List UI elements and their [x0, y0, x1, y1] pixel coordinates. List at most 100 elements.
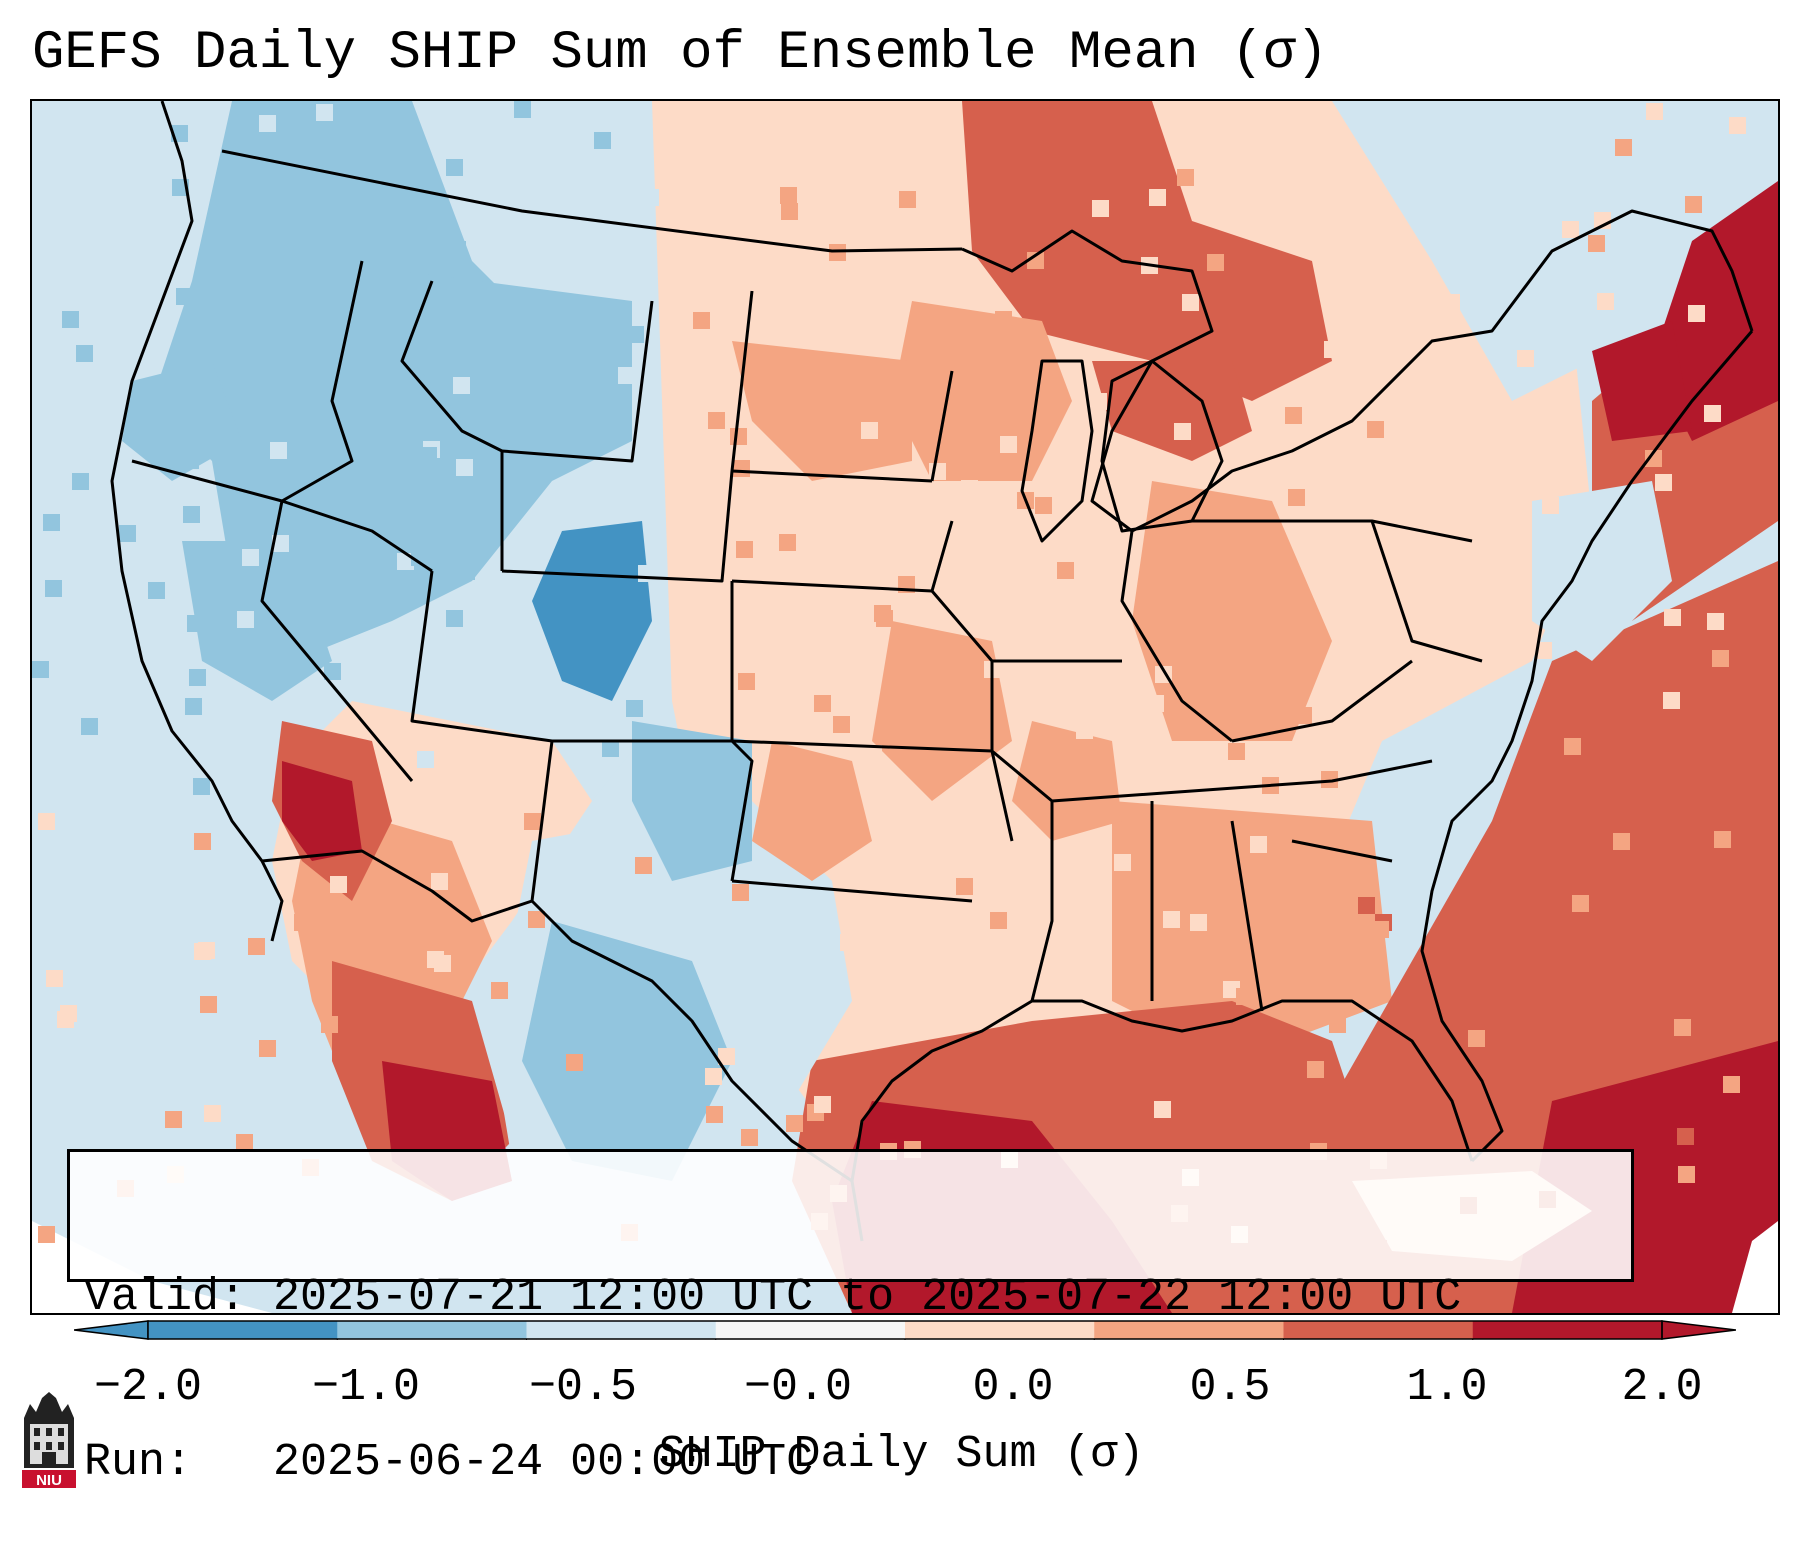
grid-cell — [353, 583, 370, 600]
grid-cell — [81, 718, 98, 735]
map-canvas — [32, 101, 1778, 1313]
grid-cell — [62, 311, 79, 328]
grid-cell — [148, 582, 165, 599]
grid-cell — [449, 241, 466, 258]
grid-cell — [1572, 895, 1589, 912]
grid-cell — [1321, 771, 1338, 788]
grid-cell — [1016, 839, 1033, 856]
valid-time-box: Valid: 2025-07-21 12:00 UTC to 2025-07-2… — [67, 1149, 1634, 1488]
colorbar-tick-label: −0.0 — [743, 1362, 853, 1413]
grid-cell — [975, 851, 992, 868]
grid-cell — [453, 377, 470, 394]
grid-cell — [1564, 738, 1581, 755]
grid-cell — [57, 1011, 74, 1028]
border-line — [530, 740, 554, 902]
grid-cell — [1000, 436, 1017, 453]
grid-cell — [718, 1048, 735, 1065]
grid-cell — [853, 177, 870, 194]
colorbar-extend-low — [74, 1320, 149, 1340]
grid-cell — [119, 525, 136, 542]
grid-cell — [1307, 1061, 1324, 1078]
grid-cell — [491, 982, 508, 999]
grid-cell — [1714, 831, 1731, 848]
grid-cell — [557, 380, 574, 397]
grid-cell — [899, 191, 916, 208]
border-line — [1370, 520, 1483, 663]
border-line — [410, 570, 732, 743]
grid-cell — [524, 813, 541, 830]
colorbar-tick-label: 0.0 — [972, 1362, 1054, 1413]
grid-cell — [501, 506, 518, 523]
colorbar-tick-label: −2.0 — [93, 1362, 203, 1413]
valid-time-text: Valid: 2025-07-21 12:00 UTC to 2025-07-2… — [84, 1272, 1462, 1323]
grid-cell — [217, 650, 234, 667]
grid-cell — [1114, 854, 1131, 871]
grid-cell — [871, 160, 888, 177]
grid-cell — [440, 931, 457, 948]
border-line — [930, 370, 954, 482]
grid-cell — [178, 343, 195, 360]
grid-cell — [1076, 722, 1093, 739]
grid-cell — [822, 390, 839, 407]
grid-cell — [1664, 609, 1681, 626]
grid-cell — [990, 912, 1007, 929]
colorbar-segment — [148, 1321, 338, 1339]
grid-cell — [1646, 103, 1663, 120]
border-line — [1231, 659, 1413, 743]
grid-cell — [236, 1134, 253, 1151]
grid-cell — [528, 911, 545, 928]
border-line — [991, 749, 1054, 1002]
border-line — [731, 469, 933, 483]
border-line — [1420, 330, 1754, 1163]
grid-cell — [814, 1096, 831, 1113]
grid-cell — [833, 716, 850, 733]
grid-cell — [252, 475, 269, 492]
border-line — [1051, 759, 1433, 803]
grid-cell — [1027, 252, 1044, 269]
grid-cell — [1335, 668, 1352, 685]
grid-cell — [1707, 613, 1724, 630]
border-line — [260, 500, 414, 782]
grid-cell — [1386, 493, 1403, 510]
grid-cell — [1588, 235, 1605, 252]
grid-cell — [259, 115, 276, 132]
grid-cell — [1228, 743, 1245, 760]
grid-cell — [37, 362, 54, 379]
grid-cell — [1069, 542, 1086, 559]
grid-cell — [626, 700, 643, 717]
grid-cell — [1324, 341, 1341, 358]
border-line — [1230, 820, 1264, 1012]
grid-cell — [242, 236, 259, 253]
border-line — [281, 260, 364, 503]
grid-cell — [187, 615, 204, 632]
grid-cell — [1640, 1024, 1657, 1041]
grid-cell — [566, 1054, 583, 1071]
grid-cell — [417, 751, 434, 768]
grid-cell — [185, 698, 202, 715]
grid-cell — [705, 1068, 722, 1085]
grid-cell — [1187, 931, 1204, 948]
grid-cell — [446, 610, 463, 627]
grid-cell — [411, 549, 428, 566]
grid-cell — [270, 442, 287, 459]
colorbar-segment — [905, 1321, 1095, 1339]
grid-cell — [456, 272, 473, 289]
grid-cell — [999, 348, 1016, 365]
grid-cell — [1712, 650, 1729, 667]
anomaly-region-extreme-positive — [1592, 321, 1692, 441]
border-line — [221, 149, 963, 253]
grid-cell — [875, 583, 892, 600]
border-line — [530, 899, 853, 1183]
grid-cell — [961, 480, 978, 497]
grid-cell — [1655, 474, 1672, 491]
grid-cell — [1174, 423, 1191, 440]
grid-cell — [1597, 293, 1614, 310]
grid-cell — [876, 610, 893, 627]
grid-cell — [1391, 255, 1408, 272]
grid-cell — [840, 934, 857, 951]
anomaly-region-moderate-positive — [1012, 721, 1122, 841]
grid-cell — [1358, 897, 1375, 914]
grid-cell — [1645, 785, 1662, 802]
colorbar-segment — [1472, 1321, 1663, 1339]
anomaly-region-strong-positive — [962, 101, 1332, 401]
